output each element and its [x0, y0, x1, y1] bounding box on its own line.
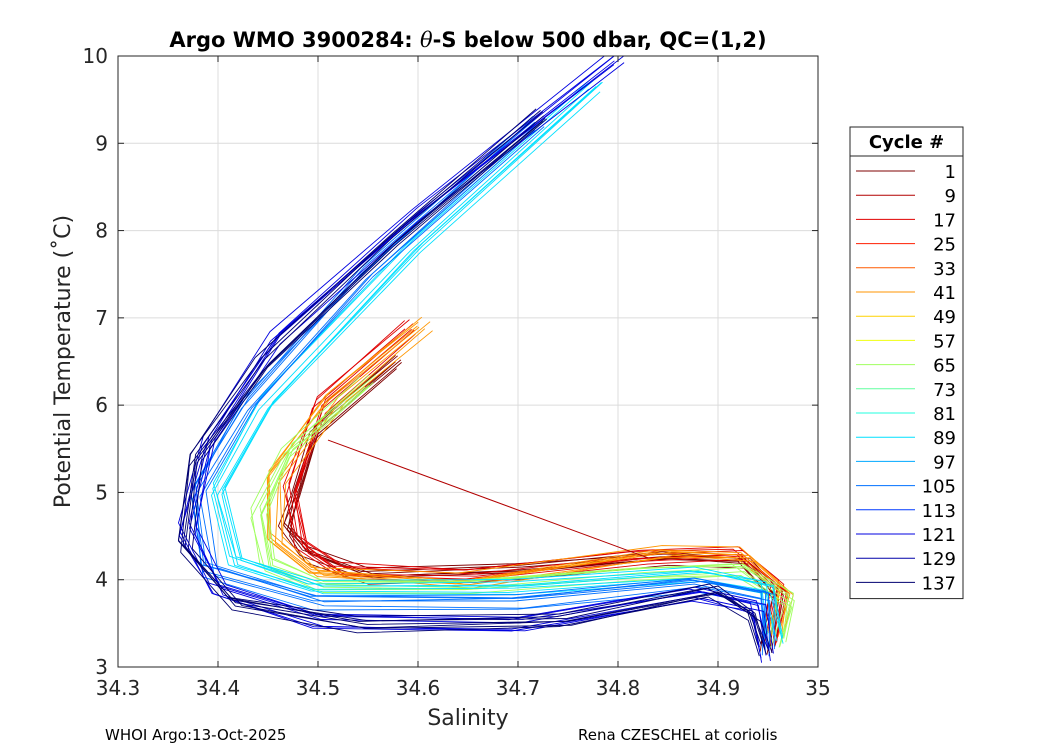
profile-line-137 [180, 120, 760, 657]
legend-entry-label: 81 [933, 404, 956, 425]
profile-line-121 [194, 62, 771, 661]
y-tick-label: 3 [95, 655, 108, 679]
x-axis-label: Salinity [427, 706, 508, 731]
legend-entry-label: 97 [933, 452, 956, 473]
y-tick-label: 9 [95, 131, 108, 155]
x-tick-label: 34.4 [196, 676, 241, 700]
profile-line-89 [212, 80, 769, 635]
profile-line-137 [187, 118, 767, 655]
legend-entry-label: 89 [933, 428, 956, 449]
legend-entry-label: 113 [922, 501, 956, 522]
profile-line-121 [179, 60, 762, 659]
x-tick-label: 34.7 [496, 676, 541, 700]
x-tick-label: 35 [805, 676, 830, 700]
y-tick-label: 7 [95, 306, 108, 330]
legend-box [849, 126, 964, 600]
x-tick-label: 34.9 [696, 676, 741, 700]
profile-line-105 [190, 121, 766, 653]
y-tick-label: 8 [95, 219, 108, 243]
y-tick-label: 4 [95, 568, 108, 592]
chart-title-part: Argo WMO 3900284: [169, 28, 420, 52]
legend-title: Cycle # [869, 132, 944, 153]
legend-entry-label: 121 [922, 525, 956, 546]
legend-entry-label: 129 [922, 549, 956, 570]
legend-entry-label: 1 [945, 162, 956, 183]
plot-area [118, 56, 818, 667]
footer-author: Rena CZESCHEL at coriolis [578, 726, 778, 744]
profile-line-105 [199, 126, 771, 657]
profile-line-105 [195, 116, 767, 646]
legend-entry-label: 33 [933, 259, 956, 280]
legend-entry-label: 137 [922, 573, 956, 594]
legend-entry-label: 41 [933, 283, 956, 304]
series-group [177, 56, 795, 663]
legend-entry-label: 105 [922, 477, 956, 498]
axes-box [117, 55, 819, 668]
chart-title: Argo WMO 3900284: θ-S below 500 dbar, QC… [169, 28, 766, 52]
x-tick-label: 34.6 [396, 676, 441, 700]
legend-entry-label: 49 [933, 307, 956, 328]
x-tick-label: 34.8 [596, 676, 641, 700]
legend-entry-label: 25 [933, 235, 956, 256]
chart-title-part: θ [420, 28, 433, 52]
legend-entry-label: 17 [933, 210, 956, 231]
profile-line-89 [224, 82, 783, 639]
legend-entry-label: 9 [945, 186, 956, 207]
footer-date: WHOI Argo:13-Oct-2025 [105, 726, 287, 744]
y-tick-label: 10 [83, 44, 108, 68]
profile-line-89 [222, 81, 784, 638]
y-axis-label: Potential Temperature (˚C) [51, 215, 76, 508]
profile-line-65 [260, 385, 791, 648]
legend-entry-label: 57 [933, 331, 956, 352]
x-tick-label: 34.5 [296, 676, 341, 700]
profile-line-65 [260, 385, 793, 647]
stray-segment [327, 439, 649, 559]
y-tick-label: 6 [95, 393, 108, 417]
profile-line-137 [182, 111, 766, 650]
chart-title-part: -S below 500 dbar, QC=(1,2) [433, 28, 767, 52]
profile-line-89 [212, 80, 775, 635]
y-tick-label: 5 [95, 480, 108, 504]
legend-entry-label: 73 [933, 380, 956, 401]
legend-entry-label: 65 [933, 356, 956, 377]
x-tick-label: 34.3 [96, 676, 141, 700]
